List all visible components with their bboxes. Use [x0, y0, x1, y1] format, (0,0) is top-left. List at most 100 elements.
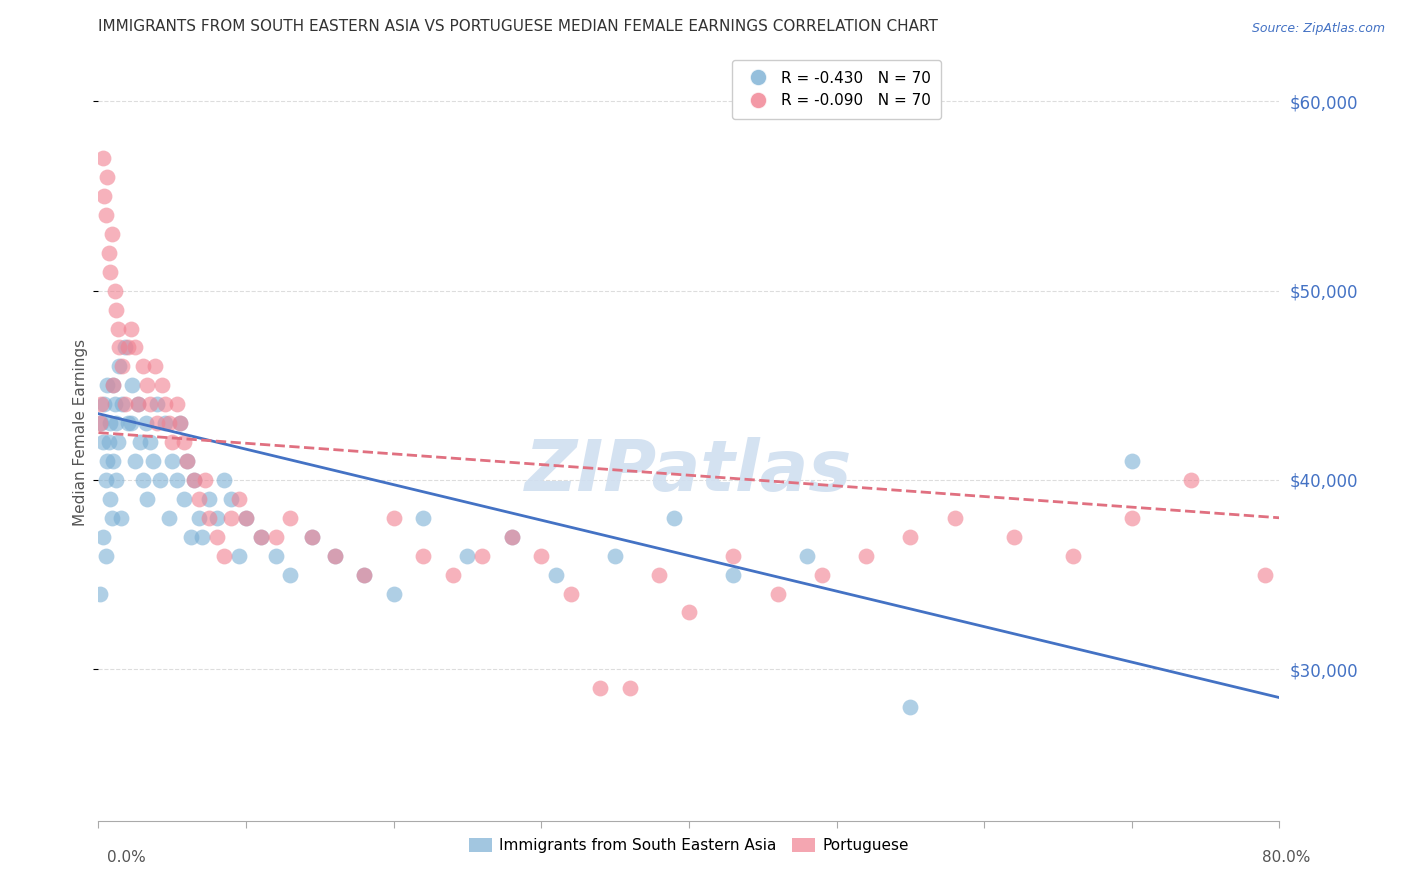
Point [605, 549, 627, 563]
Point [136, 378, 159, 392]
Point [250, 530, 273, 544]
Point [191, 530, 214, 544]
Point [96, 170, 118, 185]
Point [250, 530, 273, 544]
Point [723, 567, 745, 582]
Point [94, 208, 117, 222]
Point [198, 510, 221, 524]
Point [280, 510, 302, 524]
Point [132, 359, 155, 374]
Point [180, 530, 202, 544]
Point [105, 416, 128, 430]
Point [104, 284, 127, 298]
Point [183, 473, 205, 487]
Point [323, 549, 346, 563]
Point [150, 378, 173, 392]
Point [120, 416, 142, 430]
Point [108, 341, 131, 355]
Point [91, 530, 114, 544]
Point [153, 397, 176, 411]
Point [157, 510, 180, 524]
Point [90, 416, 112, 430]
Legend: Immigrants from South Eastern Asia, Portuguese: Immigrants from South Eastern Asia, Port… [463, 832, 915, 860]
Point [212, 473, 235, 487]
Point [105, 302, 128, 317]
Point [501, 530, 523, 544]
Point [98, 265, 121, 279]
Point [353, 567, 375, 582]
Point [111, 397, 134, 411]
Point [235, 510, 257, 524]
Point [91, 151, 114, 165]
Point [176, 454, 198, 468]
Point [89, 416, 111, 430]
Point [1180, 473, 1202, 487]
Point [501, 530, 523, 544]
Point [212, 549, 235, 563]
Point [221, 491, 243, 506]
Point [205, 530, 228, 544]
Point [205, 510, 228, 524]
Point [560, 586, 582, 600]
Point [900, 530, 922, 544]
Point [132, 473, 155, 487]
Point [187, 491, 209, 506]
Point [943, 510, 966, 524]
Point [103, 378, 125, 392]
Y-axis label: Median Female Earnings: Median Female Earnings [73, 339, 89, 526]
Point [96, 454, 118, 468]
Point [142, 454, 165, 468]
Point [221, 510, 243, 524]
Point [169, 416, 191, 430]
Point [648, 567, 671, 582]
Point [264, 530, 287, 544]
Point [382, 510, 405, 524]
Point [100, 510, 122, 524]
Point [382, 586, 405, 600]
Point [89, 586, 111, 600]
Point [98, 491, 121, 506]
Point [146, 416, 169, 430]
Point [117, 416, 139, 430]
Point [235, 510, 257, 524]
Point [136, 491, 159, 506]
Point [105, 473, 128, 487]
Point [114, 341, 136, 355]
Point [471, 549, 494, 563]
Point [1254, 567, 1277, 582]
Point [441, 567, 464, 582]
Point [323, 549, 346, 563]
Point [104, 397, 127, 411]
Point [162, 454, 183, 468]
Point [127, 397, 149, 411]
Point [412, 510, 434, 524]
Point [96, 378, 118, 392]
Point [143, 359, 166, 374]
Point [900, 700, 922, 714]
Point [128, 435, 150, 450]
Point [127, 397, 149, 411]
Point [301, 530, 323, 544]
Point [228, 491, 250, 506]
Point [135, 416, 157, 430]
Point [107, 435, 129, 450]
Point [120, 321, 142, 335]
Point [97, 245, 120, 260]
Text: IMMIGRANTS FROM SOUTH EASTERN ASIA VS PORTUGUESE MEDIAN FEMALE EARNINGS CORRELAT: IMMIGRANTS FROM SOUTH EASTERN ASIA VS PO… [98, 19, 938, 34]
Point [664, 510, 686, 524]
Point [110, 510, 132, 524]
Point [124, 454, 146, 468]
Text: 0.0%: 0.0% [107, 850, 146, 865]
Point [766, 586, 789, 600]
Point [457, 549, 479, 563]
Point [157, 416, 180, 430]
Point [619, 681, 641, 695]
Point [173, 491, 195, 506]
Point [114, 397, 136, 411]
Point [162, 435, 183, 450]
Text: ZIPatlas: ZIPatlas [526, 437, 852, 506]
Point [93, 189, 115, 203]
Point [94, 549, 117, 563]
Point [1121, 510, 1143, 524]
Point [810, 567, 832, 582]
